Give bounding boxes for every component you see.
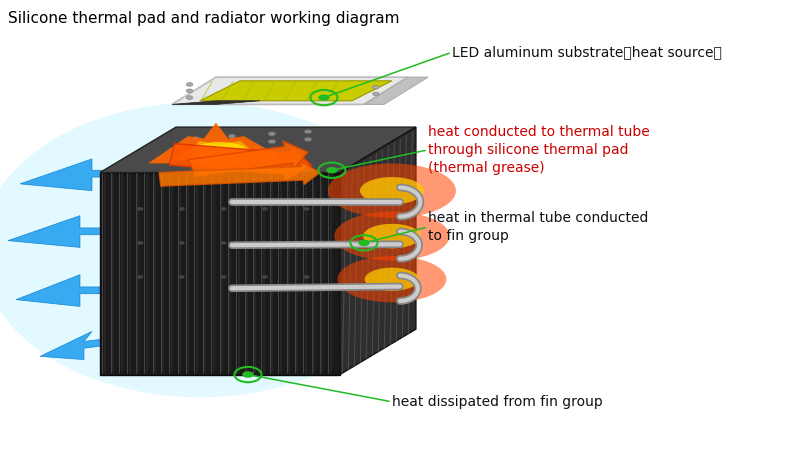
- Text: heat dissipated from fin group: heat dissipated from fin group: [392, 395, 602, 409]
- Polygon shape: [16, 275, 148, 306]
- Polygon shape: [172, 101, 260, 104]
- Polygon shape: [176, 141, 260, 169]
- Circle shape: [137, 241, 143, 245]
- Polygon shape: [100, 173, 340, 375]
- Polygon shape: [172, 77, 408, 104]
- FancyArrow shape: [188, 141, 308, 176]
- Polygon shape: [100, 127, 416, 173]
- Circle shape: [303, 275, 310, 279]
- Polygon shape: [40, 331, 148, 360]
- Circle shape: [228, 142, 236, 146]
- Ellipse shape: [192, 142, 248, 162]
- FancyArrow shape: [170, 143, 312, 181]
- Circle shape: [186, 89, 193, 93]
- Ellipse shape: [338, 256, 446, 302]
- Circle shape: [186, 83, 193, 86]
- Circle shape: [178, 241, 185, 245]
- Circle shape: [373, 85, 379, 89]
- Circle shape: [326, 167, 338, 173]
- Ellipse shape: [363, 224, 421, 248]
- Circle shape: [220, 207, 226, 211]
- Ellipse shape: [104, 154, 408, 372]
- Circle shape: [262, 275, 268, 279]
- Circle shape: [304, 129, 312, 134]
- Text: heat in thermal tube conducted
to fin group: heat in thermal tube conducted to fin gr…: [428, 211, 648, 243]
- Circle shape: [137, 275, 143, 279]
- Circle shape: [268, 139, 276, 144]
- Circle shape: [303, 241, 310, 245]
- Circle shape: [303, 207, 310, 211]
- FancyArrow shape: [159, 162, 320, 186]
- Ellipse shape: [360, 177, 424, 204]
- Circle shape: [192, 144, 200, 148]
- Ellipse shape: [328, 163, 456, 218]
- Polygon shape: [364, 77, 428, 104]
- Circle shape: [228, 134, 236, 138]
- Polygon shape: [200, 81, 392, 101]
- Text: LED aluminum substrate（heat source）: LED aluminum substrate（heat source）: [452, 45, 722, 59]
- Ellipse shape: [334, 212, 450, 261]
- Polygon shape: [8, 216, 152, 247]
- Circle shape: [242, 371, 254, 378]
- Circle shape: [137, 207, 143, 211]
- Polygon shape: [20, 159, 156, 191]
- Circle shape: [220, 275, 226, 279]
- Text: heat conducted to thermal tube
through silicone thermal pad
(thermal grease): heat conducted to thermal tube through s…: [428, 125, 650, 175]
- Circle shape: [178, 275, 185, 279]
- Circle shape: [373, 92, 379, 96]
- Polygon shape: [148, 123, 276, 173]
- Circle shape: [178, 207, 185, 211]
- Circle shape: [262, 241, 268, 245]
- Circle shape: [358, 240, 370, 246]
- Circle shape: [192, 136, 200, 141]
- Circle shape: [262, 207, 268, 211]
- Ellipse shape: [365, 267, 419, 291]
- Text: Silicone thermal pad and radiator working diagram: Silicone thermal pad and radiator workin…: [8, 11, 399, 26]
- Circle shape: [318, 94, 330, 101]
- Polygon shape: [340, 127, 416, 375]
- Ellipse shape: [0, 102, 420, 397]
- Circle shape: [304, 137, 312, 142]
- Circle shape: [186, 96, 193, 99]
- Circle shape: [268, 132, 276, 136]
- Circle shape: [220, 241, 226, 245]
